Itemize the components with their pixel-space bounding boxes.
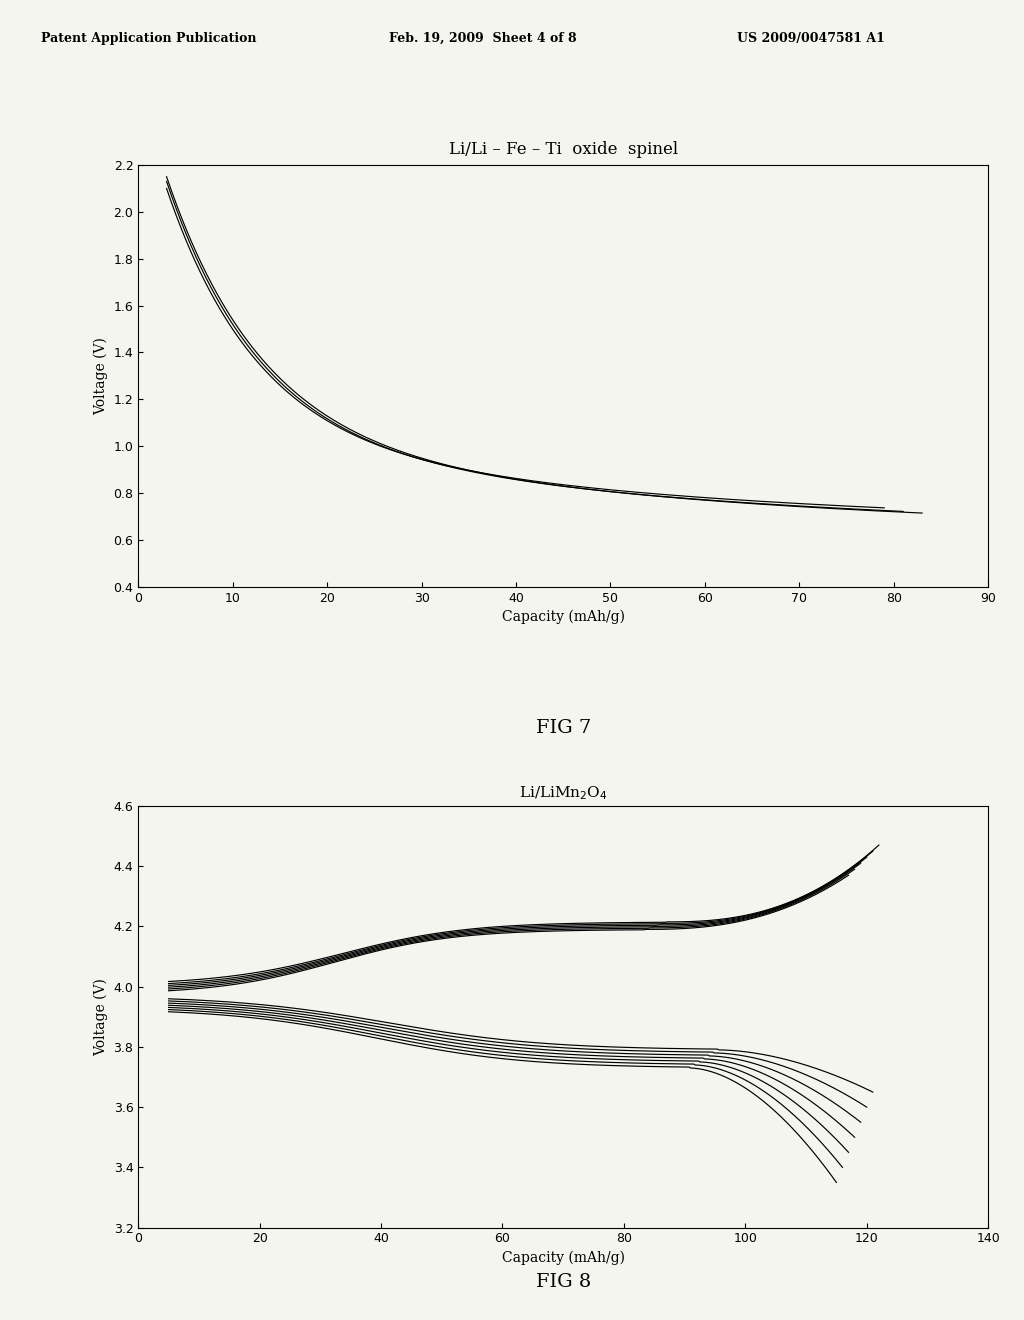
Text: Feb. 19, 2009  Sheet 4 of 8: Feb. 19, 2009 Sheet 4 of 8 xyxy=(389,32,577,45)
Title: Li/LiMn$_2$O$_4$: Li/LiMn$_2$O$_4$ xyxy=(519,784,607,803)
Text: FIG 7: FIG 7 xyxy=(536,719,591,738)
X-axis label: Capacity (mAh/g): Capacity (mAh/g) xyxy=(502,1251,625,1266)
X-axis label: Capacity (mAh/g): Capacity (mAh/g) xyxy=(502,610,625,624)
Y-axis label: Voltage (V): Voltage (V) xyxy=(93,978,108,1056)
Y-axis label: Voltage (V): Voltage (V) xyxy=(93,337,108,414)
Text: US 2009/0047581 A1: US 2009/0047581 A1 xyxy=(737,32,885,45)
Text: Patent Application Publication: Patent Application Publication xyxy=(41,32,256,45)
Text: FIG 8: FIG 8 xyxy=(536,1272,591,1291)
Title: Li/Li – Fe – Ti  oxide  spinel: Li/Li – Fe – Ti oxide spinel xyxy=(449,141,678,158)
